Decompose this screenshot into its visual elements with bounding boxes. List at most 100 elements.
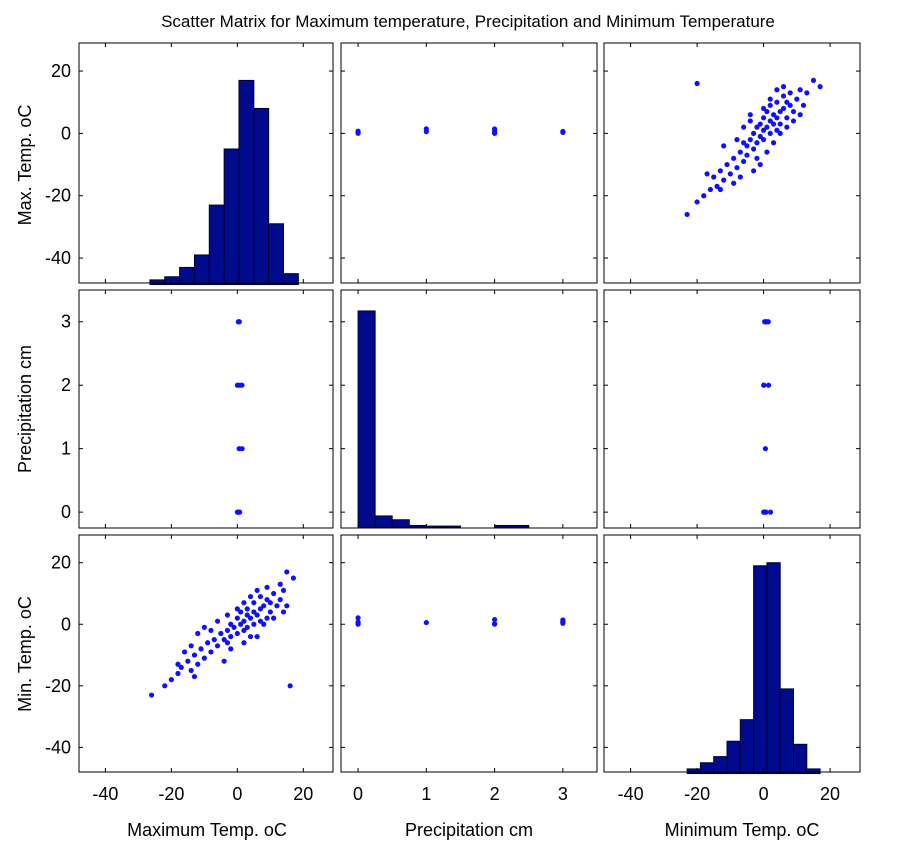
data-point bbox=[188, 667, 194, 674]
data-point bbox=[221, 658, 227, 664]
data-point bbox=[355, 128, 361, 134]
histogram-bar bbox=[739, 719, 755, 775]
data-point bbox=[714, 183, 720, 189]
data-point bbox=[241, 600, 247, 606]
histogram-bar bbox=[779, 688, 795, 775]
data-point bbox=[797, 112, 803, 118]
y-tick-label: 20 bbox=[51, 553, 71, 573]
x-tick-label: -20 bbox=[684, 784, 710, 804]
data-point bbox=[355, 619, 361, 625]
data-point bbox=[175, 661, 181, 667]
data-point bbox=[757, 121, 763, 127]
data-point bbox=[247, 633, 254, 640]
histogram-bar bbox=[391, 519, 410, 528]
data-point bbox=[224, 612, 231, 618]
data-point bbox=[760, 115, 767, 121]
y-tick-label: 0 bbox=[61, 123, 71, 143]
histogram-bar bbox=[713, 756, 728, 775]
data-point bbox=[228, 621, 234, 627]
data-point bbox=[244, 624, 250, 630]
data-point bbox=[780, 105, 787, 112]
data-point bbox=[251, 600, 257, 606]
data-point bbox=[770, 140, 777, 146]
data-point bbox=[492, 621, 498, 627]
data-point bbox=[244, 612, 250, 618]
y-axis-label-max: Max. Temp. oC bbox=[15, 105, 35, 226]
data-point bbox=[241, 627, 247, 634]
data-point bbox=[224, 640, 231, 646]
panel-frame bbox=[340, 289, 598, 529]
panel-frame bbox=[340, 534, 598, 773]
data-point bbox=[764, 149, 770, 155]
data-point bbox=[767, 96, 773, 102]
data-point bbox=[731, 180, 737, 186]
data-point bbox=[770, 112, 777, 118]
data-point bbox=[741, 140, 747, 146]
data-point bbox=[770, 121, 777, 127]
data-point bbox=[777, 130, 783, 136]
x-tick-label: -40 bbox=[618, 784, 644, 804]
data-point bbox=[195, 630, 201, 637]
data-point bbox=[747, 118, 753, 124]
panel-frame bbox=[340, 42, 598, 284]
data-point bbox=[191, 652, 198, 658]
data-point bbox=[284, 603, 290, 609]
data-point bbox=[208, 649, 214, 655]
panel-frame bbox=[78, 42, 334, 284]
data-point bbox=[257, 606, 264, 612]
histogram-bar bbox=[149, 279, 166, 286]
data-point bbox=[784, 124, 790, 130]
data-point bbox=[767, 118, 773, 124]
data-point bbox=[423, 126, 429, 132]
data-point bbox=[218, 630, 224, 637]
data-point bbox=[757, 133, 763, 140]
data-point bbox=[208, 627, 214, 634]
histogram-bar bbox=[442, 525, 461, 528]
data-point bbox=[760, 137, 767, 143]
histogram-bar bbox=[253, 107, 270, 286]
y-tick-label: 1 bbox=[61, 439, 71, 459]
histogram-bar bbox=[766, 562, 781, 775]
histogram-bar bbox=[223, 148, 240, 286]
data-point bbox=[191, 673, 198, 680]
data-point bbox=[271, 615, 277, 621]
data-point bbox=[694, 80, 700, 87]
data-point bbox=[797, 87, 803, 93]
data-point bbox=[765, 382, 772, 388]
data-point bbox=[751, 130, 757, 136]
y-axis-label-precipitation: Precipitation cm bbox=[15, 345, 35, 473]
panel-prec-vs-max: 0 1 2 3 bbox=[61, 289, 334, 529]
data-point bbox=[777, 108, 783, 115]
data-point bbox=[744, 152, 750, 158]
data-point bbox=[214, 618, 221, 624]
histogram-bar bbox=[374, 515, 393, 528]
data-point bbox=[760, 105, 767, 112]
panel-frame bbox=[78, 289, 334, 529]
data-point bbox=[737, 174, 743, 180]
x-tick-label: 0 bbox=[353, 784, 363, 804]
data-point bbox=[767, 130, 773, 136]
data-point bbox=[707, 186, 713, 193]
data-point bbox=[747, 137, 753, 143]
data-point bbox=[764, 108, 770, 115]
data-point bbox=[234, 615, 240, 621]
x-tick-label: 1 bbox=[421, 784, 431, 804]
data-point bbox=[205, 640, 211, 646]
data-point bbox=[257, 618, 264, 624]
data-point bbox=[231, 624, 237, 630]
data-point bbox=[704, 171, 710, 177]
panel-min-vs-max: -40 -20 0 20 -40 -20 0 20 bbox=[45, 534, 334, 804]
y-tick-label: -20 bbox=[45, 676, 71, 696]
data-point bbox=[236, 319, 242, 325]
data-point bbox=[767, 509, 774, 515]
data-point bbox=[751, 146, 757, 152]
data-point bbox=[751, 168, 757, 174]
data-point bbox=[254, 633, 260, 640]
data-point bbox=[175, 670, 181, 677]
data-point bbox=[228, 633, 234, 640]
data-point bbox=[261, 621, 267, 627]
data-point bbox=[754, 140, 760, 146]
data-point bbox=[784, 99, 790, 105]
y-tick-label: -20 bbox=[45, 186, 71, 206]
data-point bbox=[277, 597, 283, 603]
